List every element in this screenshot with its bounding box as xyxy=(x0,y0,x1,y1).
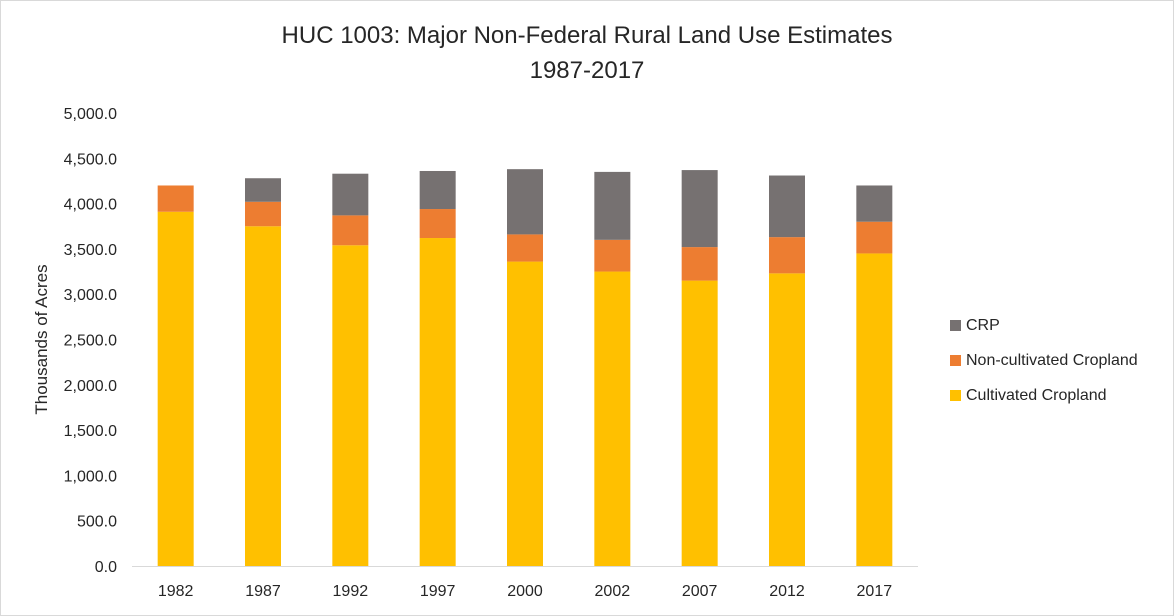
x-tick-label: 1987 xyxy=(245,583,281,600)
bar-segment xyxy=(419,238,456,566)
y-tick-label: 2,500.0 xyxy=(64,333,117,350)
legend-swatch xyxy=(950,320,961,331)
legend-item: CRP xyxy=(950,308,1138,343)
bar-segment xyxy=(769,237,805,274)
x-tick-label: 1982 xyxy=(158,583,194,600)
bar-segment xyxy=(245,178,281,202)
bar-segment xyxy=(769,273,805,566)
x-tick-label: 1997 xyxy=(420,583,456,600)
bar-segment xyxy=(419,209,456,239)
y-axis-label: Thousands of Acres xyxy=(32,264,51,414)
bar-segment xyxy=(594,271,631,566)
y-tick-label: 1,000.0 xyxy=(64,468,117,485)
legend-label: Cultivated Cropland xyxy=(966,386,1107,404)
bar-segment xyxy=(856,221,893,254)
y-tick-label: 0.0 xyxy=(95,559,117,576)
bar-segment xyxy=(594,171,631,240)
bar-segment xyxy=(245,226,281,566)
bar-segment xyxy=(856,253,893,566)
bar-segment xyxy=(419,170,456,210)
legend-label: CRP xyxy=(966,316,1000,334)
bar-segment xyxy=(507,169,543,235)
y-tick-label: 4,000.0 xyxy=(64,197,117,214)
bar-segment xyxy=(507,234,543,262)
bar-segment xyxy=(332,245,369,566)
bar-segment xyxy=(681,280,718,566)
x-tick-label: 2007 xyxy=(682,583,718,600)
y-tick-label: 5,000.0 xyxy=(64,106,117,123)
y-tick-label: 3,000.0 xyxy=(64,287,117,304)
y-tick-label: 1,500.0 xyxy=(64,423,117,440)
x-tick-label: 2000 xyxy=(507,583,543,600)
x-tick-label: 2017 xyxy=(857,583,893,600)
legend-swatch xyxy=(950,390,961,401)
bar-segment xyxy=(332,173,369,216)
y-tick-label: 2,000.0 xyxy=(64,378,117,395)
legend-item: Cultivated Cropland xyxy=(950,378,1138,413)
legend-label: Non-cultivated Cropland xyxy=(966,351,1138,369)
bar-segment xyxy=(507,261,543,566)
chart-subtitle: 1987-2017 xyxy=(529,57,645,84)
chart-legend: CRP Non-cultivated Cropland Cultivated Cro… xyxy=(950,308,1138,413)
bar-segment xyxy=(332,215,369,246)
bar-segment xyxy=(769,175,805,238)
bar-segment xyxy=(157,211,194,566)
y-tick-label: 3,500.0 xyxy=(64,242,117,259)
bar-segment xyxy=(157,185,194,212)
x-tick-label: 2002 xyxy=(595,583,631,600)
bar-segment xyxy=(681,247,718,281)
y-tick-label: 500.0 xyxy=(77,514,117,531)
x-tick-label: 1992 xyxy=(333,583,369,600)
y-tick-label: 4,500.0 xyxy=(64,151,117,168)
chart-title: HUC 1003: Major Non-Federal Rural Land U… xyxy=(281,22,893,49)
bar-segment xyxy=(856,185,893,222)
x-tick-label: 2012 xyxy=(769,583,805,600)
legend-item: Non-cultivated Cropland xyxy=(950,343,1138,378)
bar-segment xyxy=(245,201,281,227)
legend-swatch xyxy=(950,355,961,366)
bar-segment xyxy=(681,170,718,248)
bar-segment xyxy=(594,239,631,272)
